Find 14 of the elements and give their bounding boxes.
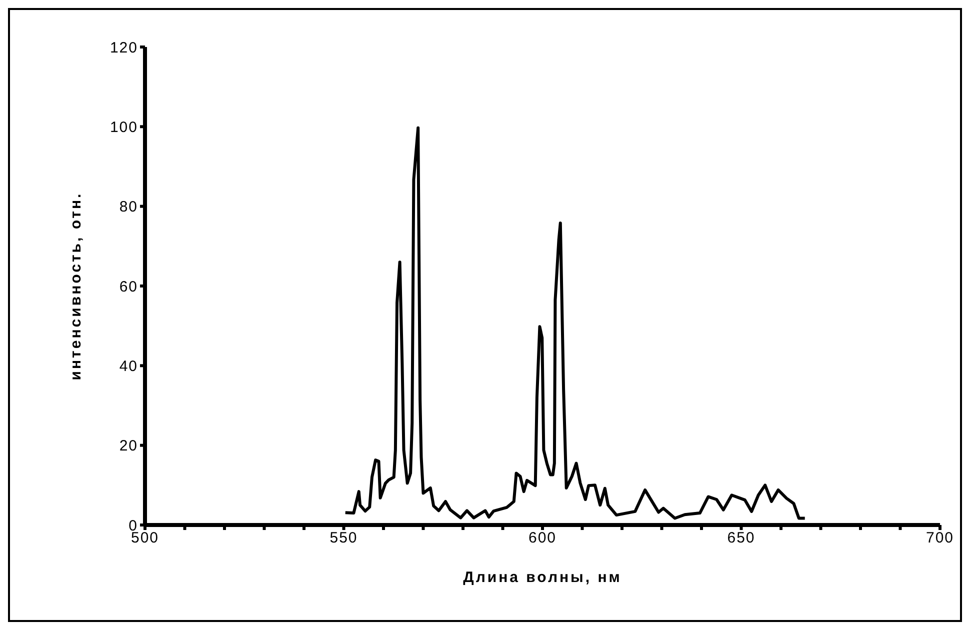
x-tick-label: 650 <box>727 530 756 547</box>
y-tick-label: 60 <box>119 278 138 296</box>
y-tick-label: 40 <box>119 358 138 375</box>
y-tick-label: 20 <box>119 438 138 455</box>
line-series <box>344 126 806 520</box>
y-axis-title: интенсивность, отн. <box>67 192 84 380</box>
y-tick-label: 100 <box>110 118 138 136</box>
x-axis-title: Длина волны, нм <box>463 569 622 586</box>
x-tick-label: 600 <box>528 530 557 547</box>
y-tick-label: 120 <box>110 39 138 56</box>
y-tick-label: 80 <box>119 198 138 216</box>
x-tick-label: 550 <box>330 530 358 547</box>
x-tick-label: 500 <box>130 530 160 547</box>
x-tick-label: 700 <box>926 530 954 547</box>
